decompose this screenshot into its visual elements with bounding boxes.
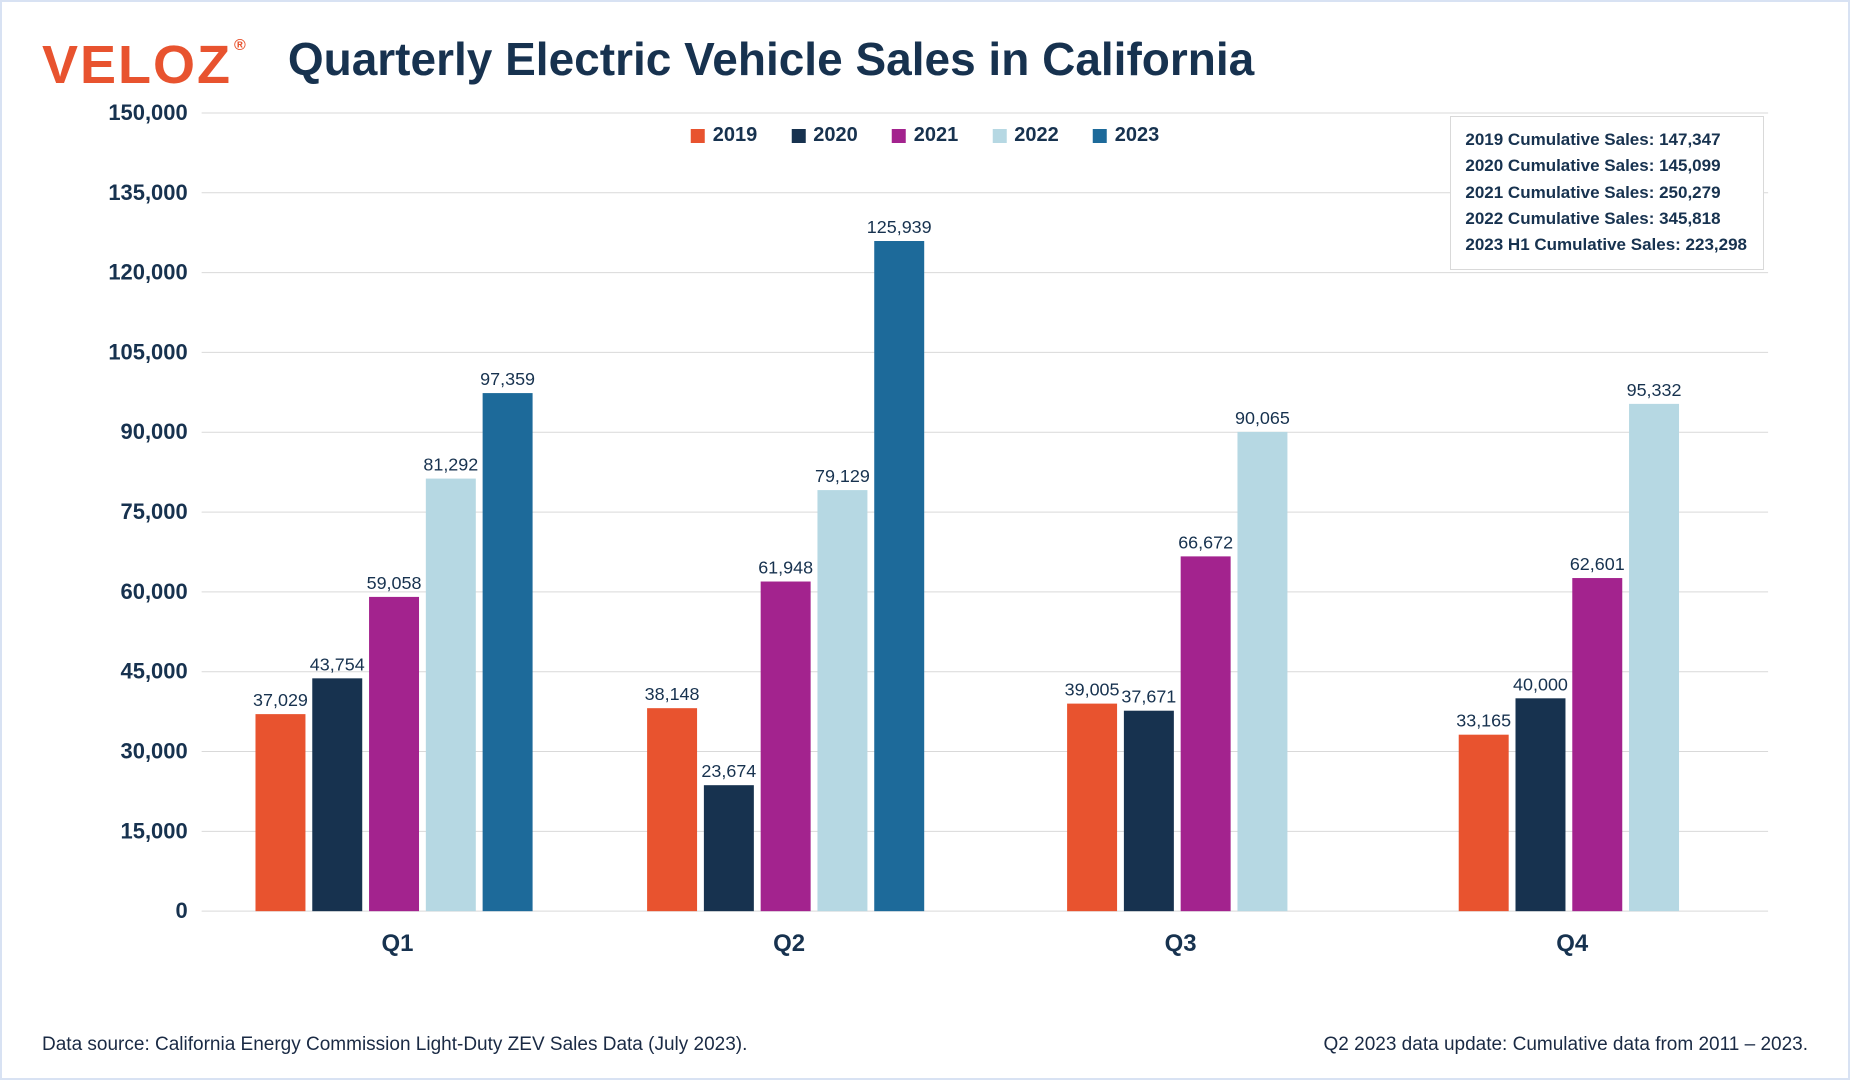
y-tick-label: 45,000 xyxy=(121,659,188,684)
bar xyxy=(1572,578,1622,911)
bar xyxy=(1237,432,1287,911)
bar-value-label: 37,029 xyxy=(253,690,308,710)
bar-value-label: 43,754 xyxy=(310,654,365,674)
bar-value-label: 39,005 xyxy=(1065,680,1120,700)
bar-value-label: 125,939 xyxy=(867,217,932,237)
x-category-label: Q2 xyxy=(773,930,805,957)
legend-item: 2023 xyxy=(1093,124,1160,147)
x-category-label: Q4 xyxy=(1556,930,1589,957)
bar-value-label: 59,058 xyxy=(367,573,422,593)
bar xyxy=(704,785,754,911)
legend-swatch xyxy=(1093,129,1107,143)
bar-value-label: 61,948 xyxy=(758,558,813,578)
bar-value-label: 40,000 xyxy=(1513,674,1568,694)
y-tick-label: 0 xyxy=(175,898,187,923)
legend-swatch xyxy=(992,129,1006,143)
bar xyxy=(647,708,697,911)
bar-value-label: 37,671 xyxy=(1121,687,1176,707)
legend-item: 2019 xyxy=(691,124,758,147)
bar-value-label: 90,065 xyxy=(1235,408,1290,428)
legend-label: 2023 xyxy=(1115,124,1160,147)
chart-card: VELOZ® Quarterly Electric Vehicle Sales … xyxy=(0,0,1850,1080)
cumulative-line: 2020 Cumulative Sales: 145,099 xyxy=(1465,153,1747,179)
logo-text: VELOZ xyxy=(42,35,232,95)
bar xyxy=(426,479,476,912)
bar xyxy=(369,597,419,911)
bar xyxy=(1067,704,1117,912)
bar xyxy=(1181,556,1231,911)
y-tick-label: 135,000 xyxy=(108,180,187,205)
bar xyxy=(1459,735,1509,911)
bar xyxy=(483,393,533,911)
bar xyxy=(874,241,924,911)
cumulative-line: 2023 H1 Cumulative Sales: 223,298 xyxy=(1465,232,1747,258)
bar xyxy=(1124,711,1174,911)
bar xyxy=(761,582,811,912)
bar-value-label: 97,359 xyxy=(480,369,535,389)
cumulative-line: 2019 Cumulative Sales: 147,347 xyxy=(1465,127,1747,153)
x-category-label: Q1 xyxy=(381,930,413,957)
y-tick-label: 15,000 xyxy=(121,818,188,843)
legend-label: 2021 xyxy=(914,124,959,147)
footer: Data source: California Energy Commissio… xyxy=(42,1034,1808,1056)
x-category-label: Q3 xyxy=(1165,930,1197,957)
y-tick-label: 90,000 xyxy=(121,419,188,444)
bar xyxy=(817,490,867,911)
footer-right: Q2 2023 data update: Cumulative data fro… xyxy=(1324,1034,1808,1056)
y-tick-label: 120,000 xyxy=(108,260,187,285)
cumulative-line: 2021 Cumulative Sales: 250,279 xyxy=(1465,180,1747,206)
legend-item: 2022 xyxy=(992,124,1059,147)
y-tick-label: 60,000 xyxy=(121,579,188,604)
chart-title: Quarterly Electric Vehicle Sales in Cali… xyxy=(288,32,1254,86)
y-tick-label: 150,000 xyxy=(108,102,187,125)
legend-label: 2022 xyxy=(1014,124,1059,147)
bar xyxy=(255,714,305,911)
bar-value-label: 79,129 xyxy=(815,466,870,486)
legend: 2019 2020 2021 2022 2023 xyxy=(691,124,1160,147)
legend-label: 2019 xyxy=(713,124,758,147)
bar xyxy=(1629,404,1679,911)
footer-left: Data source: California Energy Commissio… xyxy=(42,1034,747,1056)
logo-reg: ® xyxy=(234,37,248,54)
bar-value-label: 95,332 xyxy=(1627,380,1682,400)
bar-value-label: 81,292 xyxy=(423,455,478,475)
header: VELOZ® Quarterly Electric Vehicle Sales … xyxy=(42,32,1808,92)
bar xyxy=(312,678,362,911)
legend-label: 2020 xyxy=(813,124,858,147)
legend-swatch xyxy=(791,129,805,143)
cumulative-box: 2019 Cumulative Sales: 147,3472020 Cumul… xyxy=(1450,116,1764,270)
y-tick-label: 30,000 xyxy=(121,739,188,764)
legend-item: 2020 xyxy=(791,124,858,147)
y-tick-label: 75,000 xyxy=(121,499,188,524)
veloz-logo: VELOZ® xyxy=(42,32,248,92)
bar-value-label: 66,672 xyxy=(1178,532,1233,552)
legend-item: 2021 xyxy=(892,124,959,147)
bar-value-label: 33,165 xyxy=(1456,711,1511,731)
cumulative-line: 2022 Cumulative Sales: 345,818 xyxy=(1465,206,1747,232)
bar xyxy=(1516,698,1566,911)
bar-value-label: 62,601 xyxy=(1570,554,1625,574)
legend-swatch xyxy=(892,129,906,143)
bar-value-label: 38,148 xyxy=(645,684,700,704)
legend-swatch xyxy=(691,129,705,143)
chart-area: 0 15,000 30,000 45,000 60,000 75,000 90,000 105… xyxy=(42,102,1808,982)
bar-value-label: 23,674 xyxy=(701,761,756,781)
y-tick-label: 105,000 xyxy=(108,339,187,364)
